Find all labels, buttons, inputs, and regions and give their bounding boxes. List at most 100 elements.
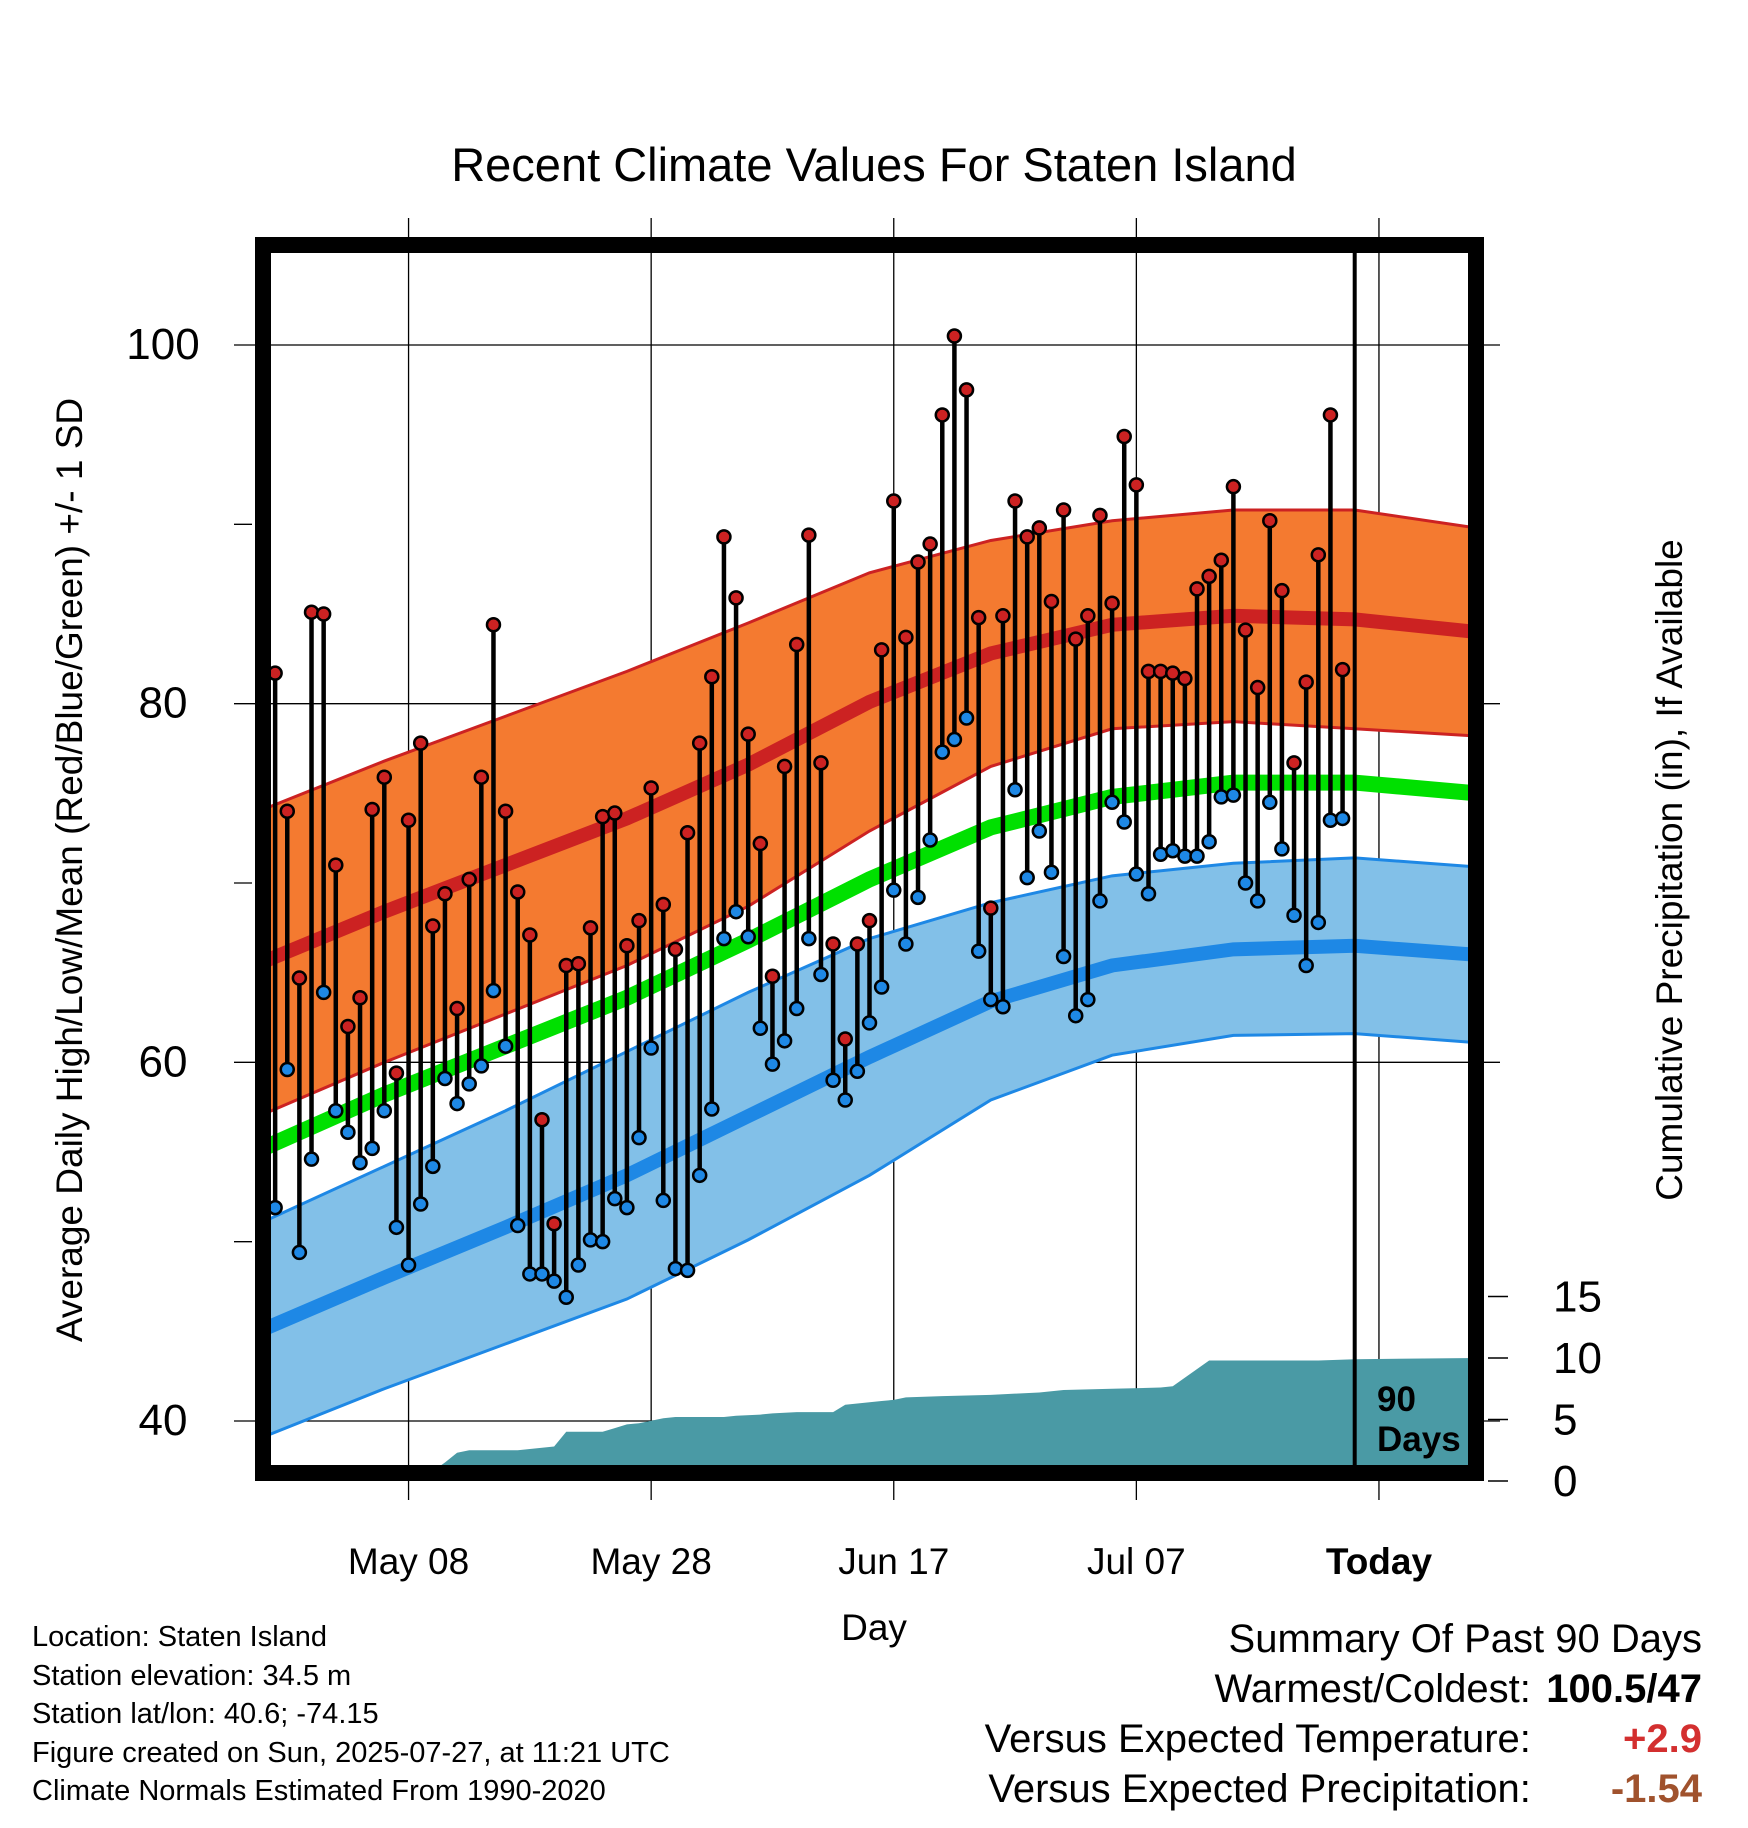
- daily-high-point: [946, 328, 963, 344]
- daily-high-point: [983, 900, 999, 916]
- daily-low-point: [716, 930, 732, 947]
- daily-high-point: [291, 970, 308, 986]
- days-annotation-text: Days: [1377, 1420, 1461, 1459]
- daily-low-point: [776, 1033, 793, 1049]
- daily-low-point: [534, 1266, 550, 1282]
- daily-low-point: [1080, 991, 1096, 1008]
- daily-high-point: [558, 957, 574, 974]
- daily-low-point: [400, 1257, 417, 1273]
- daily-high-point: [1104, 595, 1120, 611]
- daily-low-point: [752, 1020, 769, 1037]
- daily-high-point: [497, 803, 514, 820]
- daily-high-point: [1177, 670, 1193, 687]
- daily-high-point: [340, 1018, 356, 1035]
- daily-high-point: [534, 1111, 550, 1128]
- daily-low-point: [837, 1092, 853, 1108]
- summary-warmest-value: 100.5/47: [1546, 1667, 1702, 1711]
- daily-low-point: [546, 1273, 562, 1289]
- daily-high-point: [619, 938, 635, 954]
- high-band-upper-edge: [263, 508, 1476, 811]
- summary-warmest-label: Warmest/Coldest:: [1214, 1667, 1531, 1711]
- daily-low-point: [1007, 781, 1023, 798]
- daily-high-point: [752, 835, 769, 852]
- daily-low-point: [376, 1103, 393, 1119]
- daily-high-point: [328, 857, 344, 873]
- y2-tick-label: 0: [1553, 1457, 1577, 1506]
- daily-high-point: [1189, 581, 1205, 597]
- daily-high-point: [388, 1065, 405, 1081]
- daily-high-point: [1310, 547, 1327, 563]
- daily-high-point: [922, 536, 938, 552]
- daily-low-point: [352, 1155, 368, 1171]
- daily-low-point: [825, 1072, 841, 1089]
- daily-low-point: [461, 1076, 477, 1092]
- y-tick-label: 60: [139, 1037, 188, 1086]
- info-latlon: Station lat/lon: 40.6; -74.15: [32, 1698, 379, 1730]
- daily-high-point: [643, 780, 659, 796]
- daily-low-point: [594, 1233, 611, 1250]
- y-tick-label: 40: [139, 1396, 188, 1445]
- daily-low-point: [388, 1219, 405, 1236]
- daily-low-point: [655, 1192, 672, 1209]
- y2-axis-label: Cumulative Precipitation (in), If Availa…: [1649, 539, 1690, 1201]
- chart-title: Recent Climate Values For Staten Island: [451, 138, 1297, 191]
- daily-low-point: [1104, 794, 1120, 811]
- summary-temp-row: Versus Expected Temperature: +2.9: [985, 1714, 1702, 1764]
- daily-high-point: [801, 527, 817, 543]
- daily-high-point: [873, 642, 890, 658]
- info-created: Figure created on Sun, 2025-07-27, at 11…: [32, 1736, 670, 1769]
- summary-precip-row: Versus Expected Precipitation: -1.54: [985, 1764, 1702, 1814]
- daily-low-point: [886, 882, 902, 898]
- daily-low-point: [679, 1262, 696, 1279]
- daily-low-point: [934, 744, 951, 760]
- daily-low-point: [607, 1190, 623, 1207]
- daily-high-point: [704, 669, 720, 685]
- daily-high-point: [849, 936, 866, 952]
- daily-high-point: [509, 884, 526, 900]
- daily-low-point: [1334, 810, 1351, 827]
- daily-high-point: [1249, 679, 1266, 696]
- daily-low-point: [1322, 812, 1339, 828]
- info-normals: Climate Normals Estimated From 1990-2020: [32, 1775, 606, 1807]
- daily-high-point: [412, 735, 429, 751]
- daily-low-point: [328, 1103, 344, 1119]
- daily-high-point: [631, 912, 647, 929]
- x-tick-label: Jun 17: [838, 1541, 949, 1582]
- daily-high-point: [716, 529, 732, 545]
- daily-low-point: [667, 1260, 684, 1277]
- daily-high-point: [522, 927, 538, 943]
- daily-low-point: [910, 889, 926, 906]
- daily-high-point: [1152, 663, 1169, 680]
- daily-low-point: [1128, 866, 1145, 882]
- station-info: Location: Staten Island Station elevatio…: [32, 1618, 670, 1811]
- daily-high-point: [691, 735, 708, 751]
- daily-high-point: [813, 755, 829, 771]
- y-tick-label: 80: [139, 679, 188, 728]
- summary-warmest-row: Warmest/Coldest: 100.5/47: [985, 1664, 1703, 1714]
- daily-high-point: [1225, 478, 1242, 495]
- daily-low-point: [1043, 864, 1060, 880]
- daily-high-point: [1237, 622, 1254, 638]
- daily-low-point: [1140, 886, 1157, 902]
- daily-low-point: [801, 930, 817, 947]
- daily-high-point: [546, 1215, 562, 1232]
- daily-high-point: [934, 407, 951, 423]
- daily-high-point: [1322, 407, 1339, 423]
- daily-high-point: [607, 805, 623, 821]
- daily-low-point: [813, 966, 829, 983]
- daily-low-point: [1116, 814, 1132, 830]
- daily-high-point: [886, 493, 902, 509]
- daily-high-point: [473, 769, 490, 785]
- normal-low-line: [263, 938, 1476, 1336]
- daily-high-point: [837, 1031, 853, 1047]
- daily-low-point: [1262, 794, 1278, 811]
- daily-low-point: [704, 1101, 720, 1117]
- daily-range-stems: [263, 336, 1345, 1298]
- daily-low-point: [631, 1129, 647, 1146]
- daily-high-point: [776, 758, 793, 775]
- daily-low-point: [340, 1124, 356, 1141]
- y2-tick-label: 10: [1553, 1334, 1602, 1383]
- daily-high-point: [376, 769, 393, 785]
- daily-high-point: [1116, 428, 1132, 445]
- axis-ticks: 40 60 80 100 0 5 10 15 May 08 May 28 Jun 17 Jul 07 T…: [126, 320, 1602, 1582]
